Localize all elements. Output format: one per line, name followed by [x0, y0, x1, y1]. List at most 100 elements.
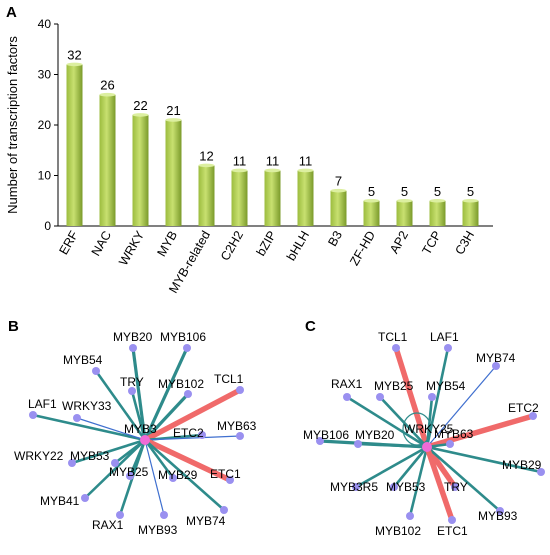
bar-chart: Number of transcription factors 0 10 20 30 4… — [5, 17, 493, 296]
bar-cap — [231, 168, 248, 173]
panel-b-label: B — [8, 318, 19, 335]
y-tick-label: 20 — [38, 118, 52, 132]
network-node — [220, 506, 228, 514]
y-tick-label: 10 — [38, 169, 52, 183]
network-node — [428, 393, 436, 401]
node-label: TRY — [444, 480, 468, 494]
network-node — [128, 387, 136, 395]
network-edge — [144, 439, 165, 516]
hub-node — [140, 435, 150, 445]
network-node — [81, 494, 89, 502]
bar-cap — [396, 198, 413, 203]
node-label: MYB20 — [113, 330, 153, 344]
node-label: LAF1 — [28, 397, 57, 411]
node-label: MYB3R5 — [330, 480, 378, 494]
network-c: TCL1 LAF1 MYB74 RAX1 MYB25 MYB54 ETC2 MYB106 MYB… — [303, 330, 545, 538]
node-label: LAF1 — [430, 330, 459, 344]
network-node — [236, 386, 244, 394]
bar-value-label: 7 — [335, 174, 342, 189]
bar-value-label: 12 — [199, 148, 213, 163]
node-label: MYB74 — [186, 514, 226, 528]
bar-value-label: 22 — [133, 98, 147, 113]
bar — [462, 200, 479, 226]
network-node — [68, 459, 76, 467]
network-node — [406, 512, 414, 520]
node-label: MYB102 — [375, 524, 421, 538]
network-edge — [94, 370, 147, 441]
node-label: MYB25 — [374, 379, 414, 393]
network-edge — [355, 445, 428, 489]
category-label: C2H2 — [218, 228, 246, 263]
network-edge — [426, 413, 534, 450]
network-node — [446, 440, 454, 448]
network-node — [160, 511, 168, 519]
node-label: ETC1 — [437, 524, 468, 538]
node-label: MYB53 — [386, 480, 426, 494]
bar — [429, 200, 446, 226]
network-edge — [408, 446, 429, 517]
network-node — [73, 414, 81, 422]
node-label: MYB102 — [158, 377, 204, 391]
node-label: MYB63 — [217, 419, 257, 433]
network-edge — [426, 445, 542, 474]
network-edge — [424, 446, 455, 521]
network-edge — [393, 347, 430, 448]
node-label: MYB29 — [158, 468, 198, 482]
y-tick-label: 30 — [38, 68, 52, 82]
category-label: C3H — [452, 229, 477, 258]
node-label: MYB54 — [426, 379, 466, 393]
category-label: NAC — [89, 229, 114, 259]
network-node — [352, 483, 360, 491]
y-tick-label: 40 — [38, 17, 52, 31]
bar — [231, 170, 248, 226]
y-axis-label: Number of transcription factors — [5, 36, 20, 214]
node-label: RAX1 — [92, 518, 124, 532]
panel-a-label: A — [6, 4, 17, 21]
network-node — [169, 474, 177, 482]
network-node — [111, 459, 119, 467]
network-edge — [392, 446, 429, 488]
bar-cap — [429, 198, 446, 203]
node-label: MYB53 — [70, 449, 110, 463]
node-label: MYB106 — [303, 428, 349, 442]
bar-value-label: 26 — [100, 78, 114, 93]
network-edge — [76, 417, 146, 441]
bar-value-label: 5 — [434, 184, 441, 199]
category-label: B3 — [325, 228, 345, 248]
network-edge — [144, 439, 225, 511]
category-label: AP2 — [387, 228, 411, 256]
network-edge — [144, 435, 241, 441]
bar — [99, 94, 116, 226]
network-node — [390, 483, 398, 491]
network-node — [451, 483, 459, 491]
network-node — [226, 476, 234, 484]
bar-cap — [363, 198, 380, 203]
network-edge — [143, 439, 175, 479]
node-label: MYB63 — [434, 427, 474, 441]
node-label: TRY — [120, 375, 144, 389]
network-edge — [130, 390, 147, 441]
bar-value-label: 5 — [401, 184, 408, 199]
bar — [363, 200, 380, 226]
network-edge — [84, 439, 146, 499]
network-node — [492, 362, 500, 370]
network-edge — [143, 437, 232, 483]
bar-value-label: 11 — [266, 153, 280, 168]
network-b: MYB20 MYB106 MYB54 TRY MYB102 TCL1 LAF1 WRKY33 E… — [14, 330, 257, 537]
bar-value-label: 11 — [299, 153, 313, 168]
network-node — [376, 393, 384, 401]
network-node — [392, 344, 400, 352]
bar — [297, 170, 314, 226]
self-loop-edge — [402, 412, 432, 446]
network-node — [184, 390, 192, 398]
node-label: ETC2 — [508, 401, 539, 415]
bar — [165, 119, 182, 226]
bar-cap — [264, 168, 281, 173]
node-label: ETC2 — [173, 426, 204, 440]
network-node — [529, 412, 537, 420]
network-edge — [426, 365, 497, 448]
network-node — [537, 468, 545, 476]
category-label: WRKY — [116, 228, 147, 268]
node-label: RAX1 — [331, 377, 363, 391]
node-label: MYB93 — [138, 523, 178, 537]
